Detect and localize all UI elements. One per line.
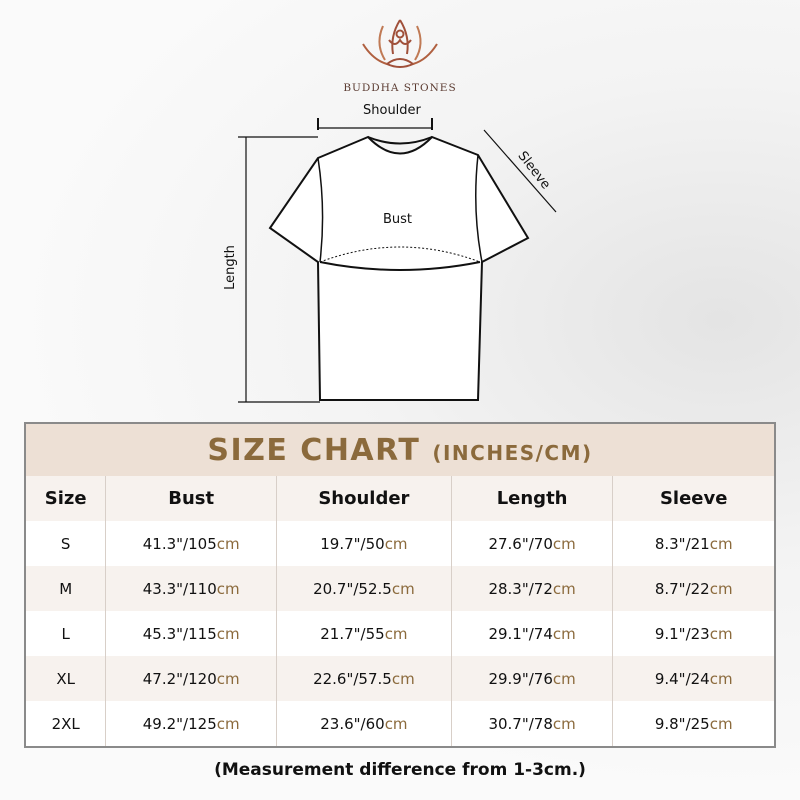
measurement-cell: 8.3"/21cm xyxy=(612,521,775,566)
measurement-cell: 29.1"/74cm xyxy=(450,611,613,656)
tshirt-diagram xyxy=(238,118,557,403)
shoulder-label: Shoulder xyxy=(363,103,421,118)
measurement-cell: 41.3"/105cm xyxy=(105,521,277,566)
column-header: Shoulder xyxy=(276,476,452,521)
measurement-cell: 9.8"/25cm xyxy=(612,701,775,747)
measurement-cell: 21.7"/55cm xyxy=(276,611,452,656)
cm-unit: cm xyxy=(709,714,733,733)
measurement-cell: 23.6"/60cm xyxy=(276,701,452,747)
cm-unit: cm xyxy=(552,669,576,688)
inch-value: 28.3"/72 xyxy=(488,579,553,598)
measurement-cell: 49.2"/125cm xyxy=(105,701,277,747)
cm-unit: cm xyxy=(216,534,240,553)
title-text: SIZE CHART xyxy=(207,432,421,468)
measurement-cell: 28.3"/72cm xyxy=(450,566,613,611)
table-row: XL 47.2"/120cm 22.6"/57.5cm 29.9"/76cm 9.4"/… xyxy=(25,656,775,701)
inch-value: 23.6"/60 xyxy=(320,714,385,733)
inch-value: 9.8"/25 xyxy=(654,714,710,733)
measurement-cell: 27.6"/70cm xyxy=(450,521,613,566)
inch-value: 22.6"/57.5 xyxy=(313,669,392,688)
length-label: Length xyxy=(222,245,238,290)
measurement-cell: 43.3"/110cm xyxy=(105,566,277,611)
size-cell: M xyxy=(25,566,106,611)
measurement-cell: 19.7"/50cm xyxy=(276,521,452,566)
inch-value: 21.7"/55 xyxy=(320,624,385,643)
cm-unit: cm xyxy=(552,624,576,643)
column-header: Bust xyxy=(105,476,277,521)
size-cell: XL xyxy=(25,656,106,701)
lotus-meditation-icon xyxy=(362,19,438,68)
cm-unit: cm xyxy=(216,669,240,688)
inch-value: 45.3"/115 xyxy=(142,624,217,643)
inch-value: 19.7"/50 xyxy=(320,534,385,553)
cm-unit: cm xyxy=(384,534,408,553)
cm-unit: cm xyxy=(384,624,408,643)
size-cell: 2XL xyxy=(25,701,106,747)
measurement-cell: 45.3"/115cm xyxy=(105,611,277,656)
brand-name: BUDDHA STONES xyxy=(343,82,457,94)
table-row: 2XL 49.2"/125cm 23.6"/60cm 30.7"/78cm 9.8"/2… xyxy=(25,701,775,747)
inch-value: 9.4"/24 xyxy=(654,669,710,688)
cm-unit: cm xyxy=(709,534,733,553)
cm-unit: cm xyxy=(216,579,240,598)
inch-value: 49.2"/125 xyxy=(142,714,217,733)
title-unit: (INCHES/CM) xyxy=(432,440,593,465)
inch-value: 20.7"/52.5 xyxy=(313,579,392,598)
inch-value: 43.3"/110 xyxy=(142,579,217,598)
table-row: M 43.3"/110cm 20.7"/52.5cm 28.3"/72cm 8.7"/2… xyxy=(25,566,775,611)
measurement-cell: 9.4"/24cm xyxy=(612,656,775,701)
cm-unit: cm xyxy=(552,579,576,598)
cm-unit: cm xyxy=(384,714,408,733)
brand-logo: BUDDHA STONES xyxy=(340,14,460,94)
measurement-cell: 20.7"/52.5cm xyxy=(276,566,452,611)
cm-unit: cm xyxy=(552,714,576,733)
cm-unit: cm xyxy=(216,624,240,643)
size-chart-title: SIZE CHART (INCHES/CM) xyxy=(25,423,775,476)
measurement-cell: 30.7"/78cm xyxy=(450,701,613,747)
bust-label: Bust xyxy=(383,212,413,227)
inch-value: 8.7"/22 xyxy=(654,579,710,598)
cm-unit: cm xyxy=(709,624,733,643)
inch-value: 9.1"/23 xyxy=(654,624,710,643)
cm-unit: cm xyxy=(552,534,576,553)
inch-value: 47.2"/120 xyxy=(142,669,217,688)
column-header: Length xyxy=(450,476,613,521)
cm-unit: cm xyxy=(216,714,240,733)
table-row: S 41.3"/105cm 19.7"/50cm 27.6"/70cm 8.3"/21c… xyxy=(25,521,775,566)
inch-value: 29.1"/74 xyxy=(488,624,553,643)
inch-value: 30.7"/78 xyxy=(488,714,553,733)
measurement-cell: 22.6"/57.5cm xyxy=(276,656,452,701)
cm-unit: cm xyxy=(391,669,415,688)
cm-unit: cm xyxy=(391,579,415,598)
size-cell: L xyxy=(25,611,106,656)
cm-unit: cm xyxy=(709,669,733,688)
inch-value: 41.3"/105 xyxy=(142,534,217,553)
measurement-cell: 29.9"/76cm xyxy=(450,656,613,701)
inch-value: 29.9"/76 xyxy=(488,669,553,688)
size-chart-table: SIZE CHART (INCHES/CM) Size Bust Shoulder L… xyxy=(24,422,776,748)
inch-value: 8.3"/21 xyxy=(654,534,710,553)
column-header: Sleeve xyxy=(612,476,775,521)
measurement-cell: 9.1"/23cm xyxy=(612,611,775,656)
cm-unit: cm xyxy=(709,579,733,598)
measurement-note: (Measurement difference from 1-3cm.) xyxy=(214,760,586,780)
inch-value: 27.6"/70 xyxy=(488,534,553,553)
size-cell: S xyxy=(25,521,106,566)
measurement-cell: 47.2"/120cm xyxy=(105,656,277,701)
column-header: Size xyxy=(25,476,106,521)
header-row: Size Bust Shoulder Length Sleeve xyxy=(25,476,775,521)
table-row: L 45.3"/115cm 21.7"/55cm 29.1"/74cm 9.1"/23c… xyxy=(25,611,775,656)
measurement-cell: 8.7"/22cm xyxy=(612,566,775,611)
